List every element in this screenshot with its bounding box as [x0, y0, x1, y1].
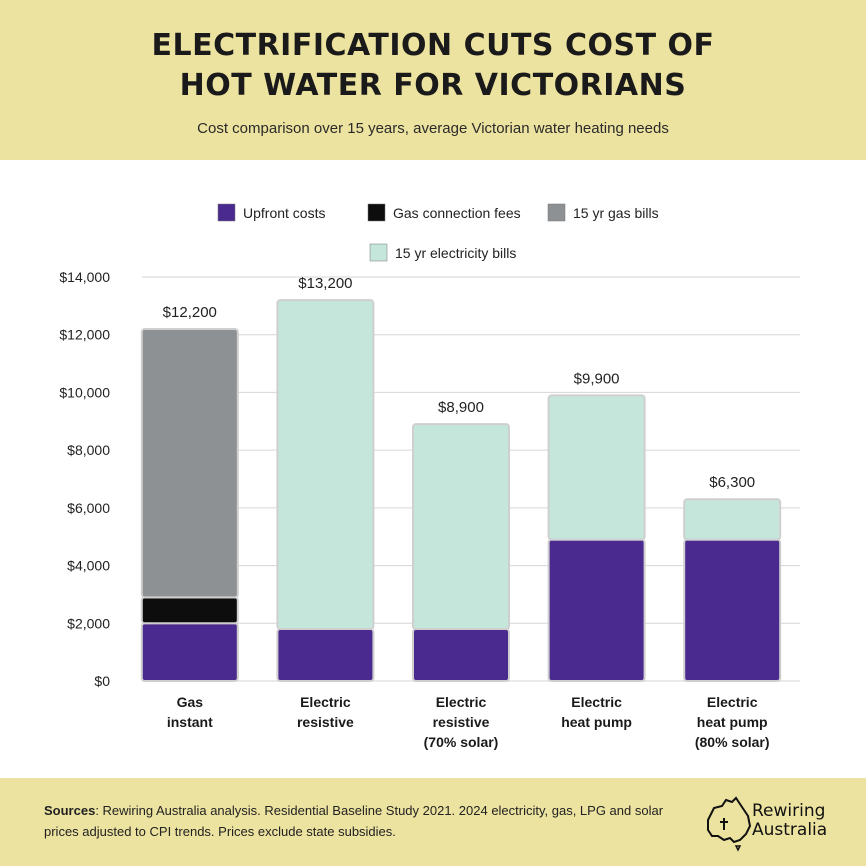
- x-category-label-line: instant: [167, 714, 213, 730]
- bar-segment-15-yr-electricity-bills: [412, 423, 510, 631]
- y-tick-label: $6,000: [67, 500, 110, 516]
- x-category-label-line: (70% solar): [424, 734, 499, 750]
- bar-segment-15-yr-gas-bills: [140, 327, 239, 599]
- x-category-label-line: heat pump: [561, 714, 632, 730]
- bar-segment-upfront-costs: [276, 628, 375, 682]
- bar-total-label: $13,200: [298, 275, 352, 292]
- x-category-label-line: resistive: [297, 714, 354, 730]
- chart-subtitle: Cost comparison over 15 years, average V…: [197, 120, 669, 137]
- x-category-label: Electric heat pump: [561, 694, 632, 730]
- bar-segment-gas-connection-fees: [140, 596, 239, 625]
- bar-segment-upfront-costs: [547, 538, 646, 682]
- x-category-label: Gas instant: [167, 694, 213, 730]
- bar-segment-upfront-costs: [412, 628, 510, 682]
- y-tick-label: $10,000: [59, 384, 110, 400]
- australia-map-icon: [707, 796, 752, 852]
- bar-segment-upfront-costs: [140, 622, 239, 682]
- legend-swatch-upfront-costs: [217, 203, 236, 222]
- bar-total-label: $12,200: [163, 304, 217, 321]
- header-banner: ELECTRIFICATION CUTS COST OF HOT WATER F…: [0, 0, 866, 160]
- rewiring-australia-logo: Rewiring Australia: [752, 802, 827, 840]
- y-tick-label: $4,000: [67, 558, 110, 574]
- x-category-label-line: Electric: [571, 694, 622, 710]
- legend-label-15-yr-gas-bills: 15 yr gas bills: [573, 205, 659, 221]
- legend-swatch-gas-connection-fees: [367, 203, 386, 222]
- x-category-label-line: resistive: [433, 714, 490, 730]
- legend-swatch-15-yr-electricity-bills: [369, 243, 388, 262]
- stacked-bar-chart: Upfront costs Gas connection fees 15 yr ga…: [59, 203, 800, 750]
- sources-note: Sources: Rewiring Australia analysis. Re…: [44, 800, 684, 842]
- chart-title-line-1: ELECTRIFICATION CUTS COST OF: [151, 28, 715, 63]
- x-category-label-line: Electric: [300, 694, 351, 710]
- y-tick-label: $14,000: [59, 269, 110, 285]
- logo-line-2: Australia: [752, 820, 828, 840]
- logo-line-1: Rewiring: [752, 801, 826, 821]
- footer-banner: Sources: Rewiring Australia analysis. Re…: [0, 778, 866, 866]
- bar-total-label: $9,900: [574, 370, 620, 387]
- legend-label-upfront-costs: Upfront costs: [243, 205, 325, 221]
- sources-label: Sources: [44, 803, 96, 818]
- y-tick-label: $12,000: [59, 327, 110, 343]
- x-category-label-line: Gas: [177, 694, 204, 710]
- x-category-label: Electric heat pump (80% solar): [695, 694, 770, 750]
- x-category-label-line: Electric: [436, 694, 487, 710]
- y-tick-label: $8,000: [67, 442, 110, 458]
- legend-label-15-yr-electricity-bills: 15 yr electricity bills: [395, 245, 516, 261]
- y-tick-label: $2,000: [67, 615, 110, 631]
- bar-segment-15-yr-electricity-bills: [683, 498, 782, 541]
- x-category-label-line: (80% solar): [695, 734, 770, 750]
- legend-swatch-15-yr-gas-bills: [547, 203, 566, 222]
- bar-segment-15-yr-electricity-bills: [547, 394, 646, 541]
- y-tick-label: $0: [94, 673, 110, 689]
- bar-segment-15-yr-electricity-bills: [276, 299, 375, 631]
- chart-title-line-2: HOT WATER FOR VICTORIANS: [179, 68, 687, 103]
- x-category-label-line: Electric: [707, 694, 758, 710]
- bar-total-label: $8,900: [438, 399, 484, 416]
- x-category-label-line: heat pump: [697, 714, 768, 730]
- bar-segment-upfront-costs: [683, 538, 782, 682]
- sources-text: : Rewiring Australia analysis. Residenti…: [44, 803, 664, 839]
- x-category-label: Electric resistive: [297, 694, 354, 730]
- x-category-label: Electric resistive (70% solar): [424, 694, 499, 750]
- legend-label-gas-connection-fees: Gas connection fees: [393, 205, 521, 221]
- bar-total-label: $6,300: [709, 474, 755, 491]
